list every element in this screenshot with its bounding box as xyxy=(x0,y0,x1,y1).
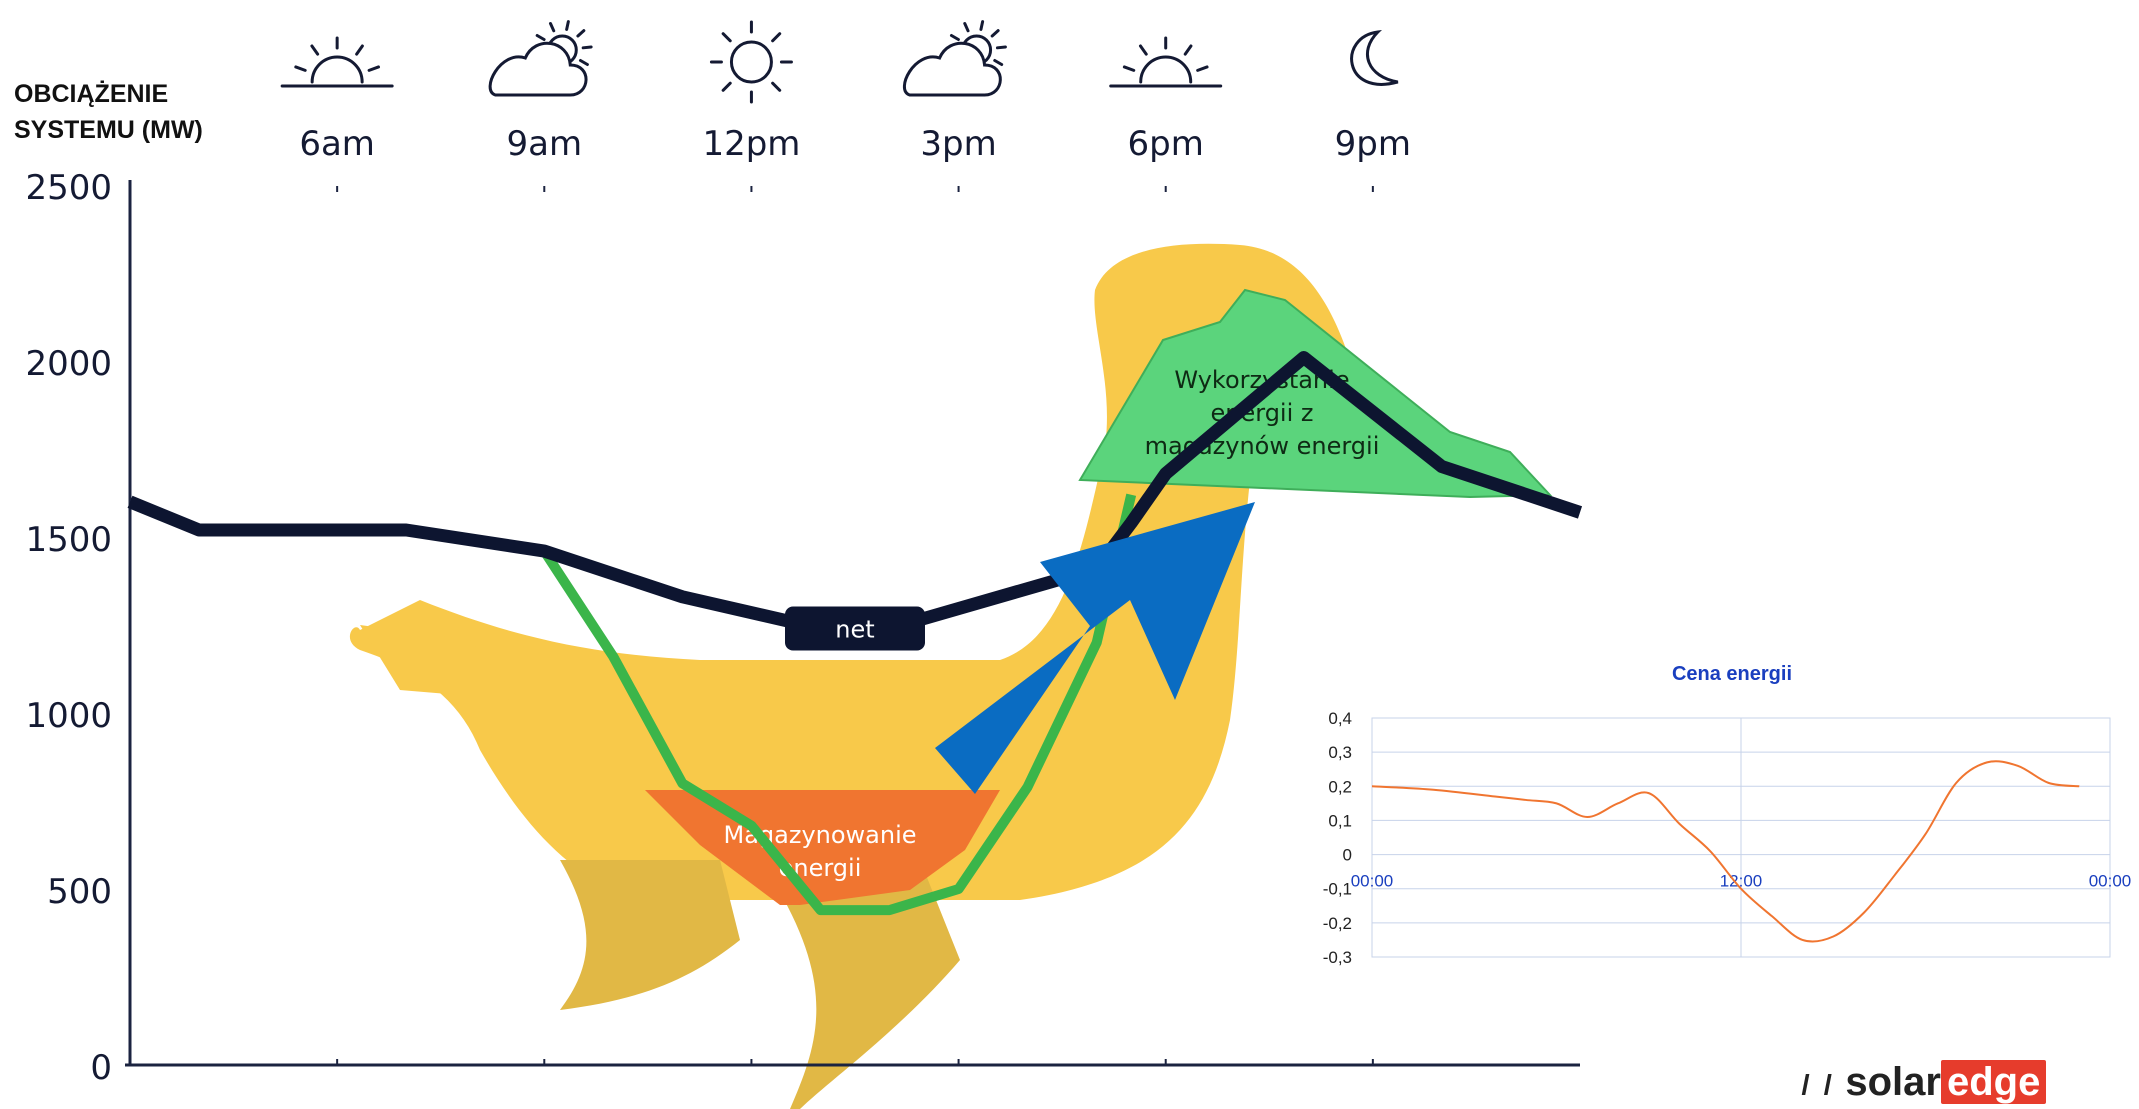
partly-cloudy-icon xyxy=(903,20,1007,97)
time-label: 3pm xyxy=(920,124,996,164)
ray xyxy=(294,65,307,72)
ray xyxy=(771,32,782,43)
price-y-tick-label: 0,2 xyxy=(1328,777,1352,796)
ray xyxy=(990,29,1000,38)
ray xyxy=(993,59,1004,66)
ray xyxy=(1196,65,1209,72)
ray xyxy=(535,34,546,41)
half-sun xyxy=(1139,55,1193,84)
price-y-tick-label: 0,4 xyxy=(1328,709,1352,728)
price-y-tick-label: -0,1 xyxy=(1323,880,1352,899)
ray xyxy=(355,44,364,56)
y-tick-label: 1500 xyxy=(25,520,112,560)
time-label: 12pm xyxy=(702,124,800,164)
logo-text-edge: edge xyxy=(1940,1060,2047,1104)
ray xyxy=(721,81,732,92)
sunset-icon xyxy=(1109,36,1223,88)
ray xyxy=(995,45,1007,50)
arrow-icon xyxy=(935,502,1255,794)
ray xyxy=(578,59,589,66)
partly-cloudy-icon xyxy=(488,20,593,97)
cloud xyxy=(488,41,588,97)
price-chart: Cena energii 0,4 0,3 0,2 0,1 0 -0,1 -0,2 -0,3 00:… xyxy=(1323,663,2132,967)
cloud xyxy=(903,41,1002,97)
y-tick-label: 2000 xyxy=(25,344,112,384)
price-chart-title: Cena energii xyxy=(1672,663,1792,685)
price-y-tick-label: 0 xyxy=(1343,846,1352,865)
ray xyxy=(548,22,556,33)
price-y-tick-label: 0,3 xyxy=(1328,743,1352,762)
ray xyxy=(565,20,570,31)
ray xyxy=(581,45,593,50)
ray xyxy=(1183,44,1193,56)
y-axis-title-line2: SYSTEMU (MW) xyxy=(14,116,203,144)
ray xyxy=(949,34,960,41)
price-y-tick-label: 0,1 xyxy=(1328,811,1352,830)
ray xyxy=(1138,44,1148,56)
time-label: 9pm xyxy=(1335,124,1411,164)
load-series-line xyxy=(405,493,1137,916)
y-tick-label: 500 xyxy=(47,872,112,912)
sun-icon xyxy=(709,20,793,104)
solaredge-logo: ı ı solar edge xyxy=(1800,1060,2047,1105)
ray xyxy=(771,81,782,92)
sunrise-icon xyxy=(280,36,394,88)
duck-leg-right xyxy=(760,860,960,1109)
moon-icon xyxy=(1350,29,1399,86)
ray xyxy=(721,32,732,43)
ray xyxy=(576,29,586,38)
duck-leg-left xyxy=(560,860,740,1010)
y-tick-label: 1000 xyxy=(25,696,112,736)
price-y-tick-label: -0,2 xyxy=(1323,914,1352,933)
net-label: net xyxy=(835,616,874,644)
moon xyxy=(1350,29,1399,86)
net-label-bg xyxy=(785,606,925,651)
ray xyxy=(367,65,380,72)
price-series-line xyxy=(1371,760,2080,943)
ray xyxy=(1122,65,1136,72)
duck-tail xyxy=(360,625,520,700)
y-tick-label: 2500 xyxy=(25,168,112,208)
net-label-badge: net xyxy=(785,606,925,651)
price-x-tick-label: 00:00 xyxy=(2089,872,2132,891)
y-axis-title-line1: OBCIĄŻENIE xyxy=(14,80,169,108)
y-tick-label: 0 xyxy=(90,1048,112,1088)
time-label: 9am xyxy=(506,124,582,164)
sun-disc xyxy=(729,40,773,84)
ray xyxy=(963,22,970,33)
time-label: 6am xyxy=(299,124,375,164)
duck-body xyxy=(349,243,1350,900)
y-axis-title: OBCIĄŻENIE SYSTEMU (MW) xyxy=(14,76,203,148)
half-sun xyxy=(310,55,364,84)
logo-mark: ı ı xyxy=(1800,1060,1834,1104)
ray xyxy=(979,20,985,31)
time-label: 6pm xyxy=(1128,124,1204,164)
price-x-tick-label: 00:00 xyxy=(1351,872,1394,891)
ray xyxy=(310,44,320,56)
logo-text-solar: solar xyxy=(1845,1060,1941,1104)
duck-silhouette xyxy=(349,243,1350,1109)
price-y-tick-label: -0,3 xyxy=(1323,948,1352,967)
